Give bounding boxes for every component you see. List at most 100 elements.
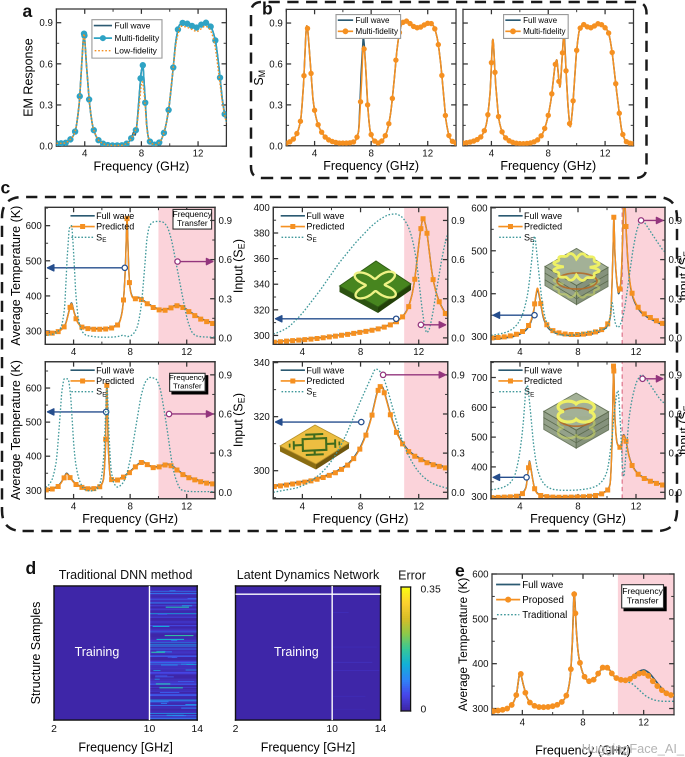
svg-text:Full wave: Full wave — [115, 21, 151, 31]
svg-text:Predicted: Predicted — [306, 376, 344, 386]
svg-text:0.3: 0.3 — [269, 100, 283, 111]
svg-text:12: 12 — [181, 501, 192, 512]
svg-text:8: 8 — [580, 717, 585, 728]
svg-text:0.9: 0.9 — [39, 18, 53, 29]
svg-text:4: 4 — [300, 347, 306, 358]
svg-text:8: 8 — [127, 347, 132, 358]
svg-text:Training: Training — [75, 645, 120, 659]
svg-text:Frequency: Frequency — [169, 373, 206, 382]
svg-text:Frequency (GHz): Frequency (GHz) — [500, 159, 596, 173]
svg-text:Multi-fidelity: Multi-fidelity — [356, 27, 398, 36]
svg-text:14: 14 — [375, 724, 387, 735]
svg-text:a: a — [23, 1, 33, 21]
svg-text:I n p u t: I n p u t ( S E — [668, 251, 685, 301]
svg-text:500: 500 — [472, 614, 489, 625]
svg-text:Low-fidelity: Low-fidelity — [115, 46, 158, 56]
svg-text:300: 300 — [26, 327, 43, 338]
svg-text:8: 8 — [358, 501, 363, 512]
svg-text:Frequency (GHz): Frequency (GHz) — [535, 743, 631, 757]
svg-text:12: 12 — [631, 347, 642, 358]
svg-text:0.0: 0.0 — [218, 333, 232, 344]
svg-text:c: c — [1, 178, 11, 198]
svg-text:8: 8 — [575, 347, 580, 358]
svg-text:12: 12 — [422, 148, 433, 159]
svg-text:Full wave: Full wave — [306, 211, 344, 221]
svg-text:EM Response: EM Response — [22, 38, 36, 117]
svg-text:0.0: 0.0 — [668, 488, 682, 499]
svg-text:12: 12 — [413, 347, 424, 358]
svg-text:500: 500 — [471, 246, 488, 257]
svg-text:0.6: 0.6 — [218, 410, 232, 421]
svg-text:Frequency (GHz): Frequency (GHz) — [530, 512, 626, 526]
svg-text:4: 4 — [312, 148, 318, 159]
svg-text:0.3: 0.3 — [668, 294, 682, 305]
svg-text:320: 320 — [254, 412, 271, 423]
svg-text:Full wave: Full wave — [96, 211, 134, 221]
svg-text:S E: S E — [306, 375, 318, 400]
svg-text:300: 300 — [26, 486, 43, 497]
svg-text:Latent Dynamics Network: Latent Dynamics Network — [237, 568, 380, 582]
svg-text:300: 300 — [254, 331, 271, 342]
svg-text:Predicted: Predicted — [306, 222, 344, 232]
svg-text:S E: S E — [524, 220, 536, 245]
svg-text:0.9: 0.9 — [451, 216, 465, 227]
svg-text:0.0: 0.0 — [269, 141, 283, 152]
svg-text:Frequency (GHz): Frequency (GHz) — [313, 512, 409, 526]
svg-text:Predicted: Predicted — [96, 222, 134, 232]
svg-text:0.3: 0.3 — [218, 449, 232, 460]
svg-text:Predicted: Predicted — [524, 222, 562, 232]
svg-text:0.0: 0.0 — [451, 488, 465, 499]
svg-text:2: 2 — [233, 724, 239, 735]
svg-text:400: 400 — [254, 203, 271, 214]
svg-text:4: 4 — [71, 501, 77, 512]
svg-text:Traditional: Traditional — [522, 610, 567, 621]
svg-text:Proposed: Proposed — [522, 595, 564, 606]
svg-text:300: 300 — [471, 332, 488, 343]
svg-text:300: 300 — [471, 492, 488, 503]
svg-text:Average Temperature (K): Average Temperature (K) — [9, 360, 23, 500]
svg-text:700: 700 — [471, 373, 488, 384]
svg-text:0.6: 0.6 — [451, 410, 465, 421]
svg-text:360: 360 — [254, 254, 271, 265]
svg-text:8: 8 — [139, 149, 144, 160]
svg-text:400: 400 — [26, 291, 43, 302]
svg-text:320: 320 — [254, 305, 271, 316]
svg-text:0.3: 0.3 — [451, 449, 465, 460]
svg-text:0.35: 0.35 — [421, 585, 441, 596]
svg-text:Predicted: Predicted — [524, 376, 562, 386]
svg-text:4: 4 — [517, 501, 523, 512]
svg-text:600: 600 — [471, 203, 488, 214]
svg-text:2: 2 — [51, 724, 57, 735]
svg-text:400: 400 — [471, 289, 488, 300]
svg-text:Average Temperature (K): Average Temperature (K) — [9, 206, 23, 346]
svg-text:0.3: 0.3 — [451, 294, 465, 305]
svg-text:0.6: 0.6 — [218, 255, 232, 266]
svg-text:Full wave: Full wave — [522, 580, 563, 591]
svg-text:12: 12 — [631, 501, 642, 512]
svg-text:4: 4 — [489, 148, 495, 159]
svg-text:8: 8 — [546, 148, 551, 159]
svg-text:Multi-fidelity: Multi-fidelity — [523, 27, 565, 36]
svg-text:0.6: 0.6 — [668, 255, 682, 266]
svg-text:12: 12 — [193, 149, 204, 160]
svg-text:400: 400 — [471, 462, 488, 473]
svg-text:500: 500 — [471, 433, 488, 444]
svg-text:Average Temperature (K): Average Temperature (K) — [456, 578, 470, 712]
svg-text:Multi-fidelity: Multi-fidelity — [115, 33, 160, 43]
svg-text:0.6: 0.6 — [451, 255, 465, 266]
svg-text:Traditional DNN method: Traditional DNN method — [59, 568, 193, 582]
svg-text:0.6: 0.6 — [668, 410, 682, 421]
svg-text:S E: S E — [96, 220, 108, 245]
svg-text:Full wave: Full wave — [96, 365, 134, 375]
svg-text:600: 600 — [471, 403, 488, 414]
svg-text:0.9: 0.9 — [451, 370, 465, 381]
svg-text:14: 14 — [191, 724, 203, 735]
svg-text:0: 0 — [421, 705, 427, 716]
svg-text:Predicted: Predicted — [96, 376, 134, 386]
svg-text:600: 600 — [472, 570, 489, 581]
svg-text:12: 12 — [638, 717, 649, 728]
svg-text:0.9: 0.9 — [668, 216, 682, 227]
svg-text:0.9: 0.9 — [668, 370, 682, 381]
svg-text:12: 12 — [181, 347, 192, 358]
svg-text:Full wave: Full wave — [356, 16, 391, 25]
